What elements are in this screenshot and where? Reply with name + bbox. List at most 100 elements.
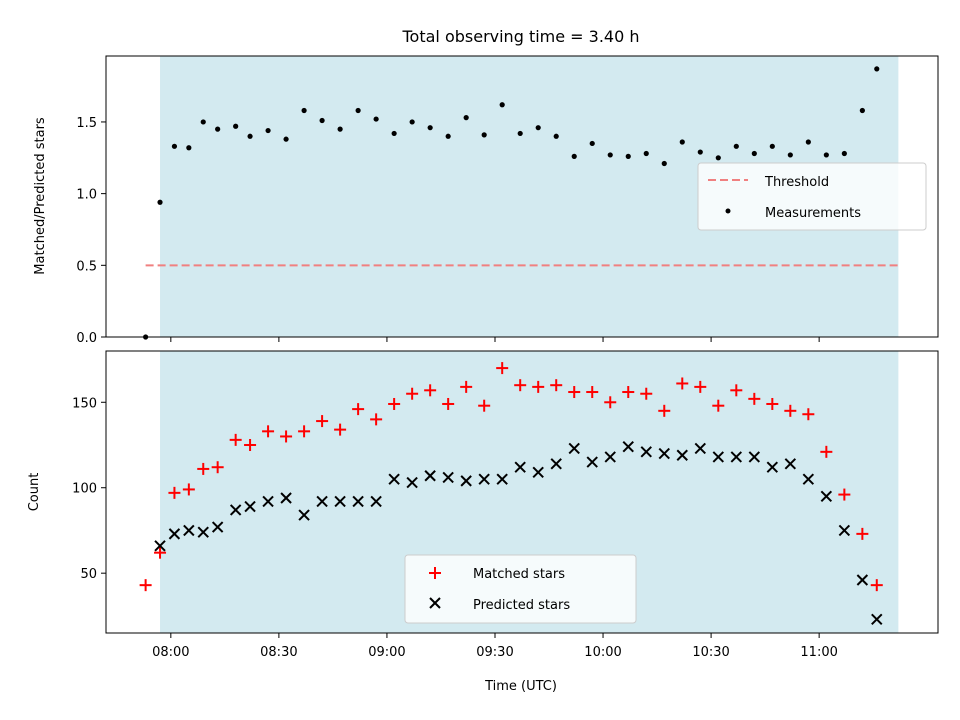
matched-stars-point <box>658 404 671 417</box>
measurements-point <box>589 140 595 147</box>
matched-stars-legend-marker <box>429 567 441 579</box>
matched-stars-point <box>550 379 563 392</box>
predicted-stars-point <box>352 495 364 508</box>
predicted-stars-point <box>197 526 209 538</box>
predicted-stars-point <box>168 528 181 540</box>
predicted-stars-point <box>802 473 815 485</box>
measurements-point <box>499 102 505 108</box>
bottom-y-tick-label: 150 <box>72 396 97 411</box>
measurements-point <box>445 133 451 139</box>
measurements-point <box>823 152 829 158</box>
predicted-stars-point <box>640 446 652 458</box>
predicted-stars-point <box>496 473 508 485</box>
predicted-stars-point <box>316 495 328 508</box>
predicted-stars-point <box>622 441 634 453</box>
matched-stars-point <box>182 483 195 496</box>
matched-stars-point <box>730 384 743 397</box>
predicted-stars-point <box>229 504 242 516</box>
top-y-tick-label: 0.5 <box>76 259 97 274</box>
predicted-stars-point-b <box>352 495 364 508</box>
matched-stars-point <box>514 379 527 392</box>
top-y-tick-label: 0.0 <box>76 331 97 346</box>
predicted-stars-point-b <box>856 574 869 586</box>
matched-stars-point <box>766 397 779 410</box>
matched-stars-point <box>676 377 689 390</box>
predicted-stars-point-b <box>280 492 292 504</box>
measurements-point <box>200 119 206 125</box>
predicted-stars-point-b <box>838 524 851 537</box>
predicted-stars-point <box>424 470 436 482</box>
x-tick-label: 08:30 <box>260 645 297 660</box>
predicted-stars-point <box>766 461 779 473</box>
bottom-legend-box <box>404 554 637 624</box>
predicted-stars-point <box>658 447 670 460</box>
predicted-stars-point <box>406 476 418 489</box>
predicted-stars-point <box>280 492 292 504</box>
x-tick-label: 10:00 <box>584 645 621 660</box>
predicted-stars-point-b <box>532 466 544 479</box>
matched-stars-point <box>870 579 883 592</box>
measurements-point <box>355 107 361 114</box>
matched-stars-point <box>424 384 437 397</box>
predicted-stars-legend-marker <box>429 597 441 609</box>
predicted-stars-point-b <box>262 495 274 508</box>
matched-stars-point <box>244 439 257 451</box>
x-axis-label: Time (UTC) <box>484 679 557 694</box>
predicted-stars-point <box>154 540 166 552</box>
predicted-stars-point-b <box>802 473 815 485</box>
matched-stars-point <box>262 425 275 438</box>
predicted-stars-point-b <box>388 473 400 485</box>
predicted-stars-point <box>532 466 544 479</box>
predicted-stars-point <box>730 451 743 463</box>
measurements-point <box>679 139 685 145</box>
matched-stars-point <box>211 461 224 474</box>
matched-stars-point <box>280 430 293 443</box>
matched-stars-point <box>856 527 869 540</box>
predicted-stars-point-b <box>514 461 526 473</box>
predicted-stars-point-b <box>406 476 418 489</box>
predicted-stars-point-b <box>622 441 634 453</box>
matched-stars-point <box>334 423 347 436</box>
measurements-point <box>841 150 847 157</box>
measurements-point <box>517 130 523 137</box>
matched-stars-point <box>460 380 473 393</box>
predicted-stars-point-b <box>168 528 181 540</box>
predicted-stars-point <box>568 442 580 455</box>
matched-stars-point <box>820 445 833 458</box>
measurements-point <box>391 130 397 137</box>
measurements-legend-marker <box>725 208 731 214</box>
predicted-stars-point-b <box>640 446 652 458</box>
measurements-point <box>607 152 613 158</box>
top-legend-box <box>697 162 927 231</box>
measurements-point <box>215 126 221 132</box>
measurements-point <box>427 125 433 131</box>
predicted-stars-point-b <box>748 451 761 463</box>
matched-stars-point <box>694 380 707 393</box>
measurements-point <box>337 126 343 132</box>
matched-stars-point <box>604 396 617 409</box>
predicted-stars-point <box>244 500 256 513</box>
measurements-point <box>409 119 415 125</box>
predicted-stars-point-b <box>766 461 779 473</box>
matched-stars-point <box>388 397 401 410</box>
predicted-stars-point-b <box>496 473 508 485</box>
bottom-y-tick-label: 100 <box>72 482 97 497</box>
predicted-stars-point <box>442 471 454 484</box>
bottom-y-tick-label: 50 <box>80 567 97 582</box>
matched-stars-point <box>496 362 509 375</box>
matched-stars-point <box>802 408 815 421</box>
predicted-stars-point-b <box>442 471 454 484</box>
matched-stars-point <box>748 392 761 405</box>
x-tick-label: 11:00 <box>800 645 837 660</box>
x-tick-label: 09:30 <box>476 645 513 660</box>
predicted-stars-point-b <box>730 451 743 463</box>
predicted-stars-point-b <box>298 509 310 521</box>
predicted-stars-point <box>550 458 562 470</box>
matched-stars-point <box>139 579 152 592</box>
x-tick-label: 08:00 <box>152 645 189 660</box>
measurements-point <box>625 153 631 159</box>
measurements-point <box>733 143 739 149</box>
measurements-point <box>301 107 307 114</box>
predicted-stars-point-b <box>334 495 346 508</box>
